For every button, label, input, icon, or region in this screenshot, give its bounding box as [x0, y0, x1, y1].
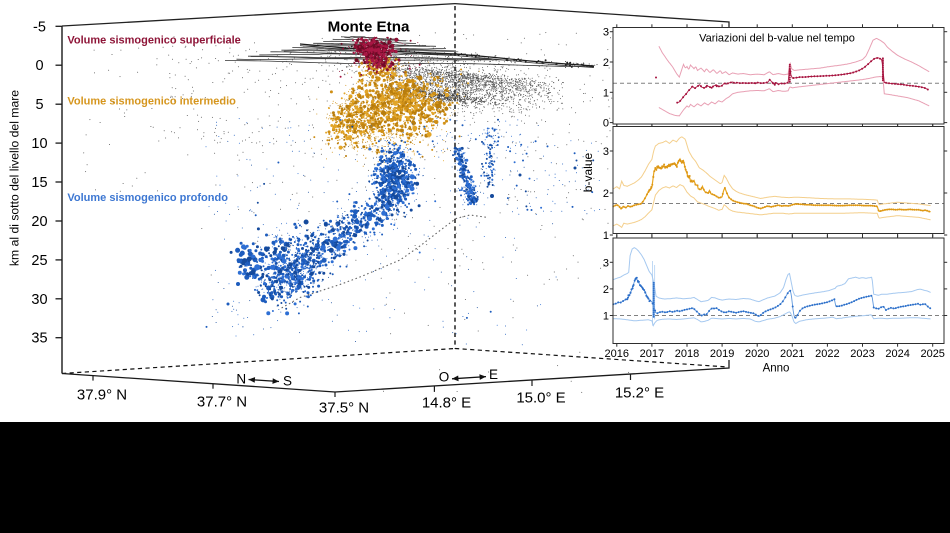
svg-text:2: 2 [603, 284, 609, 296]
svg-text:14.8° E: 14.8° E [422, 395, 471, 412]
svg-text:2021: 2021 [780, 348, 804, 360]
svg-text:5: 5 [35, 97, 43, 113]
svg-text:25: 25 [31, 253, 47, 269]
svg-text:1: 1 [603, 230, 609, 242]
svg-text:2017: 2017 [640, 348, 664, 360]
svg-text:37.9° N: 37.9° N [77, 387, 127, 404]
svg-text:35: 35 [31, 331, 47, 347]
svg-text:S: S [283, 374, 292, 389]
svg-text:3: 3 [603, 27, 609, 39]
svg-text:3: 3 [603, 257, 609, 269]
svg-text:b-value: b-value [581, 152, 595, 192]
svg-text:10: 10 [31, 136, 47, 152]
svg-text:2024: 2024 [885, 348, 909, 360]
svg-text:37.5° N: 37.5° N [319, 400, 369, 417]
svg-text:1: 1 [603, 311, 609, 323]
svg-text:2022: 2022 [815, 348, 839, 360]
svg-text:2018: 2018 [675, 348, 699, 360]
svg-text:O: O [439, 370, 450, 385]
svg-text:-5: -5 [33, 19, 46, 35]
svg-text:37.7° N: 37.7° N [197, 394, 247, 411]
svg-text:2023: 2023 [850, 348, 874, 360]
svg-text:2: 2 [603, 188, 609, 200]
svg-text:2016: 2016 [605, 348, 629, 360]
svg-text:30: 30 [31, 292, 47, 308]
svg-text:Volume sismogenico profondo: Volume sismogenico profondo [67, 192, 228, 204]
svg-text:2: 2 [603, 57, 609, 69]
svg-text:2025: 2025 [920, 348, 944, 360]
svg-text:0: 0 [603, 118, 609, 130]
svg-text:20: 20 [31, 214, 47, 230]
svg-text:Monte Etna: Monte Etna [328, 19, 410, 36]
svg-text:km al di sotto del livello del: km al di sotto del livello del mare [8, 90, 22, 266]
svg-text:2020: 2020 [745, 348, 769, 360]
svg-text:1: 1 [603, 87, 609, 99]
svg-text:15: 15 [31, 175, 47, 191]
svg-text:0: 0 [35, 58, 43, 74]
svg-text:Anno: Anno [763, 363, 790, 375]
svg-text:Volume sismogenico intermedio: Volume sismogenico intermedio [67, 96, 236, 108]
svg-text:N: N [236, 372, 246, 387]
svg-text:3: 3 [603, 146, 609, 158]
svg-text:Variazioni del b-value nel tem: Variazioni del b-value nel tempo [699, 33, 855, 45]
svg-text:E: E [489, 367, 498, 382]
svg-text:15.0° E: 15.0° E [516, 390, 565, 407]
svg-text:2019: 2019 [710, 348, 734, 360]
svg-text:15.2° E: 15.2° E [615, 385, 664, 402]
svg-text:Volume sismogenico superficial: Volume sismogenico superficiale [67, 35, 240, 47]
